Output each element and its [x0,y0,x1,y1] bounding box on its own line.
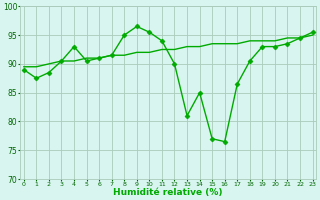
X-axis label: Humidité relative (%): Humidité relative (%) [114,188,223,197]
